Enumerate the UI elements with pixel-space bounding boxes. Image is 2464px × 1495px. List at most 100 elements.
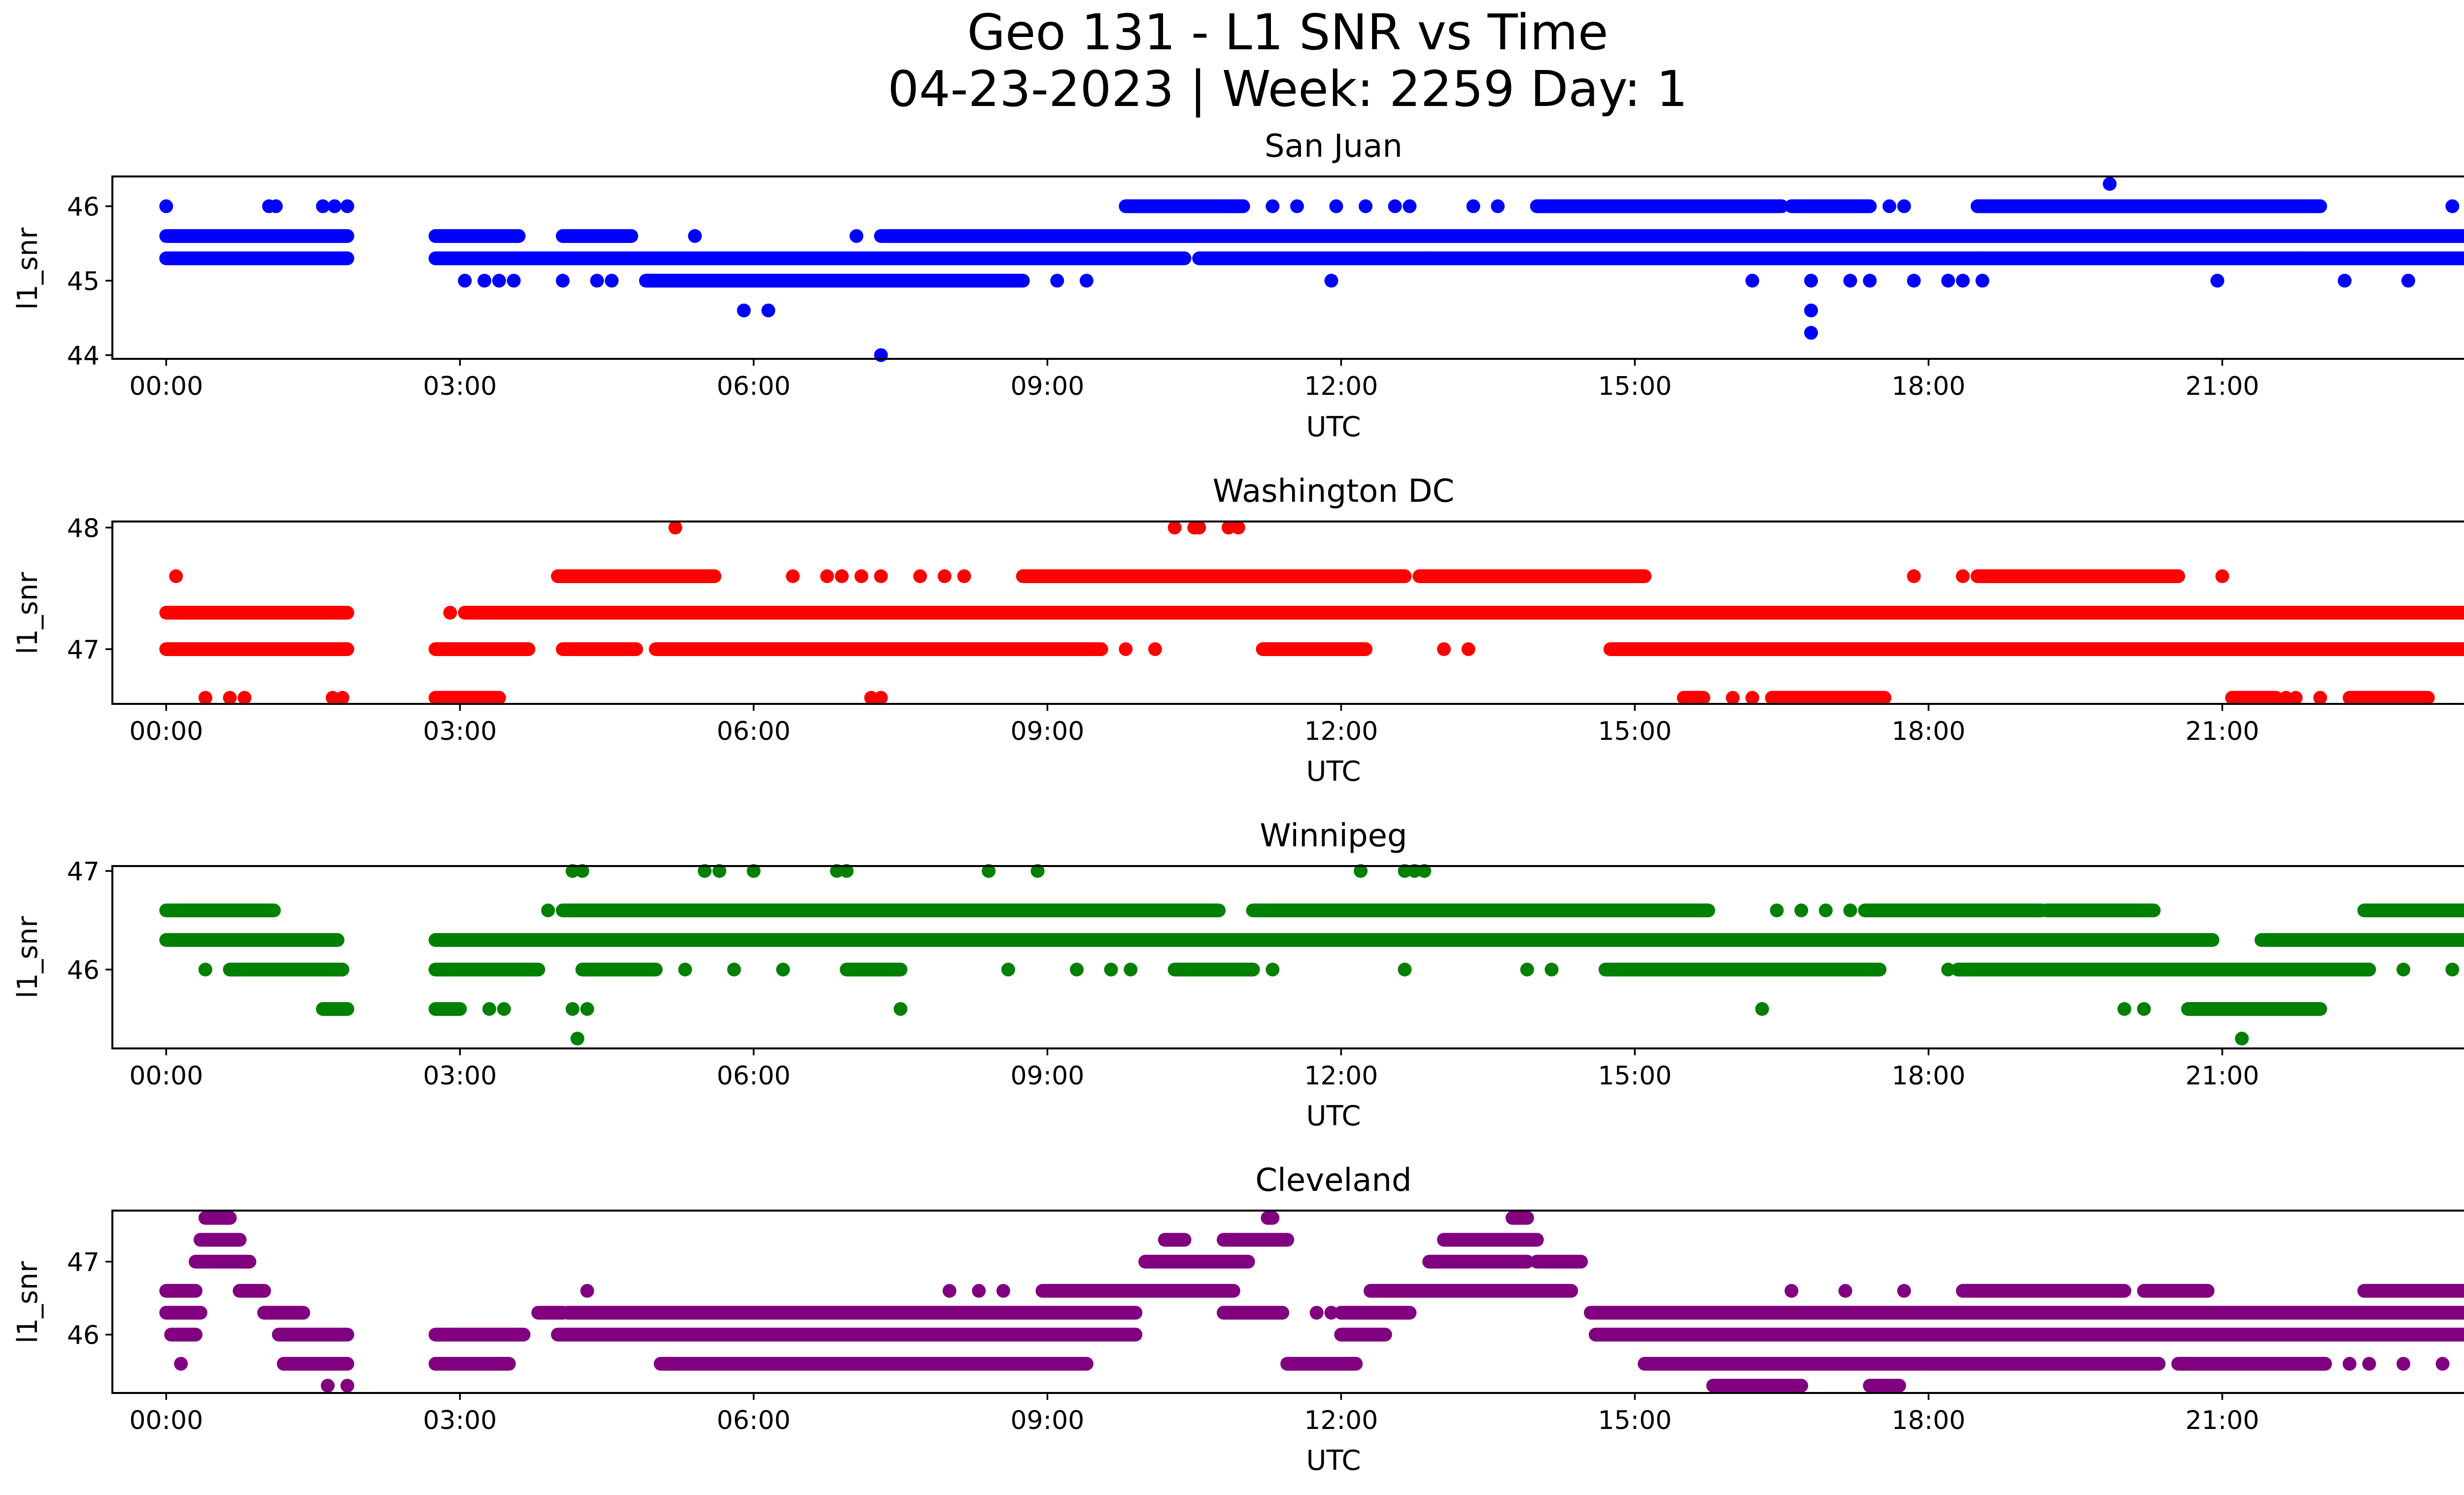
x-tick-label: 18:00 xyxy=(1892,372,1966,401)
data-point xyxy=(874,963,888,976)
data-point xyxy=(761,303,776,317)
data-point xyxy=(1745,274,1759,288)
x-tick-label: 00:00 xyxy=(129,372,203,401)
data-points xyxy=(159,1211,2464,1393)
x-axis-label: UTC xyxy=(1306,411,1361,443)
data-point xyxy=(2396,963,2411,976)
data-point xyxy=(727,963,741,976)
x-axis-label: UTC xyxy=(1306,756,1361,788)
data-point xyxy=(198,963,212,976)
x-tick-label: 12:00 xyxy=(1304,717,1378,746)
data-point xyxy=(864,691,878,705)
data-point xyxy=(1437,642,1451,656)
data-point xyxy=(1843,274,1857,288)
x-tick-label: 06:00 xyxy=(717,1061,790,1091)
data-point xyxy=(1324,1306,1338,1320)
x-tick-label: 00:00 xyxy=(129,1061,203,1091)
x-tick-label: 18:00 xyxy=(1892,1061,1966,1091)
data-point xyxy=(223,691,237,705)
data-point xyxy=(688,229,702,243)
data-point xyxy=(1843,904,1857,917)
data-point xyxy=(1784,1284,1799,1298)
subplot-title: Washington DC xyxy=(1213,473,1454,510)
data-point xyxy=(820,569,834,583)
data-point xyxy=(2279,691,2293,705)
data-point xyxy=(2401,274,2415,288)
data-point xyxy=(996,1284,1010,1298)
data-point xyxy=(1050,274,1064,288)
data-point xyxy=(1941,274,1955,288)
data-point xyxy=(1520,963,1534,976)
data-point xyxy=(874,691,888,705)
data-point xyxy=(1407,864,1422,878)
subplot-washington-dc: Washington DC UTC l1_snr 00:00 03:00 06:00… xyxy=(12,473,2464,788)
data-point xyxy=(854,569,868,583)
data-point xyxy=(2313,691,2327,705)
data-point xyxy=(1755,1002,1769,1016)
data-point xyxy=(1897,199,1911,213)
x-tick-label: 15:00 xyxy=(1598,1406,1672,1435)
x-tick-label: 12:00 xyxy=(1304,1061,1378,1091)
data-point xyxy=(174,1356,188,1371)
data-point xyxy=(874,569,888,583)
data-point xyxy=(2342,1356,2357,1371)
data-point xyxy=(1794,904,1809,917)
subplot-title: Cleveland xyxy=(1255,1162,1411,1199)
axes-frame xyxy=(111,175,2464,360)
data-point xyxy=(1359,199,1373,213)
data-point xyxy=(1417,864,1432,878)
y-tick-label: 48 xyxy=(67,514,100,543)
data-point xyxy=(1069,963,1084,976)
y-axis-label: l1_snr xyxy=(12,227,44,310)
x-tick-label: 21:00 xyxy=(2186,1406,2259,1435)
x-tick-label: 21:00 xyxy=(2186,717,2259,746)
data-point xyxy=(1745,691,1759,705)
data-point xyxy=(1804,274,1818,288)
data-point xyxy=(340,1379,354,1393)
figure-title-line2: 04-23-2023 | Week: 2259 Day: 1 xyxy=(888,60,1687,118)
x-tick-label: 18:00 xyxy=(1892,717,1966,746)
subplot-winnipeg: Winnipeg UTC l1_snr 00:00 03:00 06:00 09:00… xyxy=(12,818,2464,1132)
x-tick-label: 06:00 xyxy=(717,1406,790,1435)
data-point xyxy=(786,569,800,583)
data-point xyxy=(874,348,888,362)
x-tick-label: 06:00 xyxy=(717,717,790,746)
x-tick-label: 12:00 xyxy=(1304,1406,1378,1435)
data-point xyxy=(1882,199,1896,213)
data-point xyxy=(238,691,252,705)
data-point xyxy=(1804,326,1818,340)
data-point xyxy=(1221,521,1235,535)
data-point xyxy=(1770,904,1784,917)
data-point xyxy=(2445,199,2460,213)
data-points xyxy=(159,521,2464,705)
data-point xyxy=(1251,904,1265,917)
data-point xyxy=(605,274,619,288)
data-point xyxy=(590,274,604,288)
data-point xyxy=(169,569,183,583)
data-point xyxy=(2210,274,2224,288)
data-point xyxy=(570,1032,584,1045)
x-axis-label: UTC xyxy=(1306,1100,1361,1132)
data-point xyxy=(1544,963,1559,976)
data-point xyxy=(2362,1356,2376,1371)
data-point xyxy=(443,606,457,620)
data-point xyxy=(697,864,712,878)
data-point xyxy=(678,963,692,976)
data-point xyxy=(492,274,506,288)
x-tick-label: 00:00 xyxy=(129,717,203,746)
x-axis-label: UTC xyxy=(1306,1445,1361,1477)
data-point xyxy=(1275,642,1290,656)
data-point xyxy=(835,569,849,583)
data-point xyxy=(1907,569,1921,583)
data-point xyxy=(893,1002,908,1016)
x-tick-label: 09:00 xyxy=(1010,1061,1084,1091)
y-tick-label: 46 xyxy=(67,192,100,222)
data-point xyxy=(1192,521,1206,535)
data-point xyxy=(477,274,491,288)
data-points xyxy=(159,864,2464,1045)
data-point xyxy=(327,199,342,213)
y-tick-label: 46 xyxy=(67,1321,100,1351)
x-tick-label: 03:00 xyxy=(423,717,497,746)
